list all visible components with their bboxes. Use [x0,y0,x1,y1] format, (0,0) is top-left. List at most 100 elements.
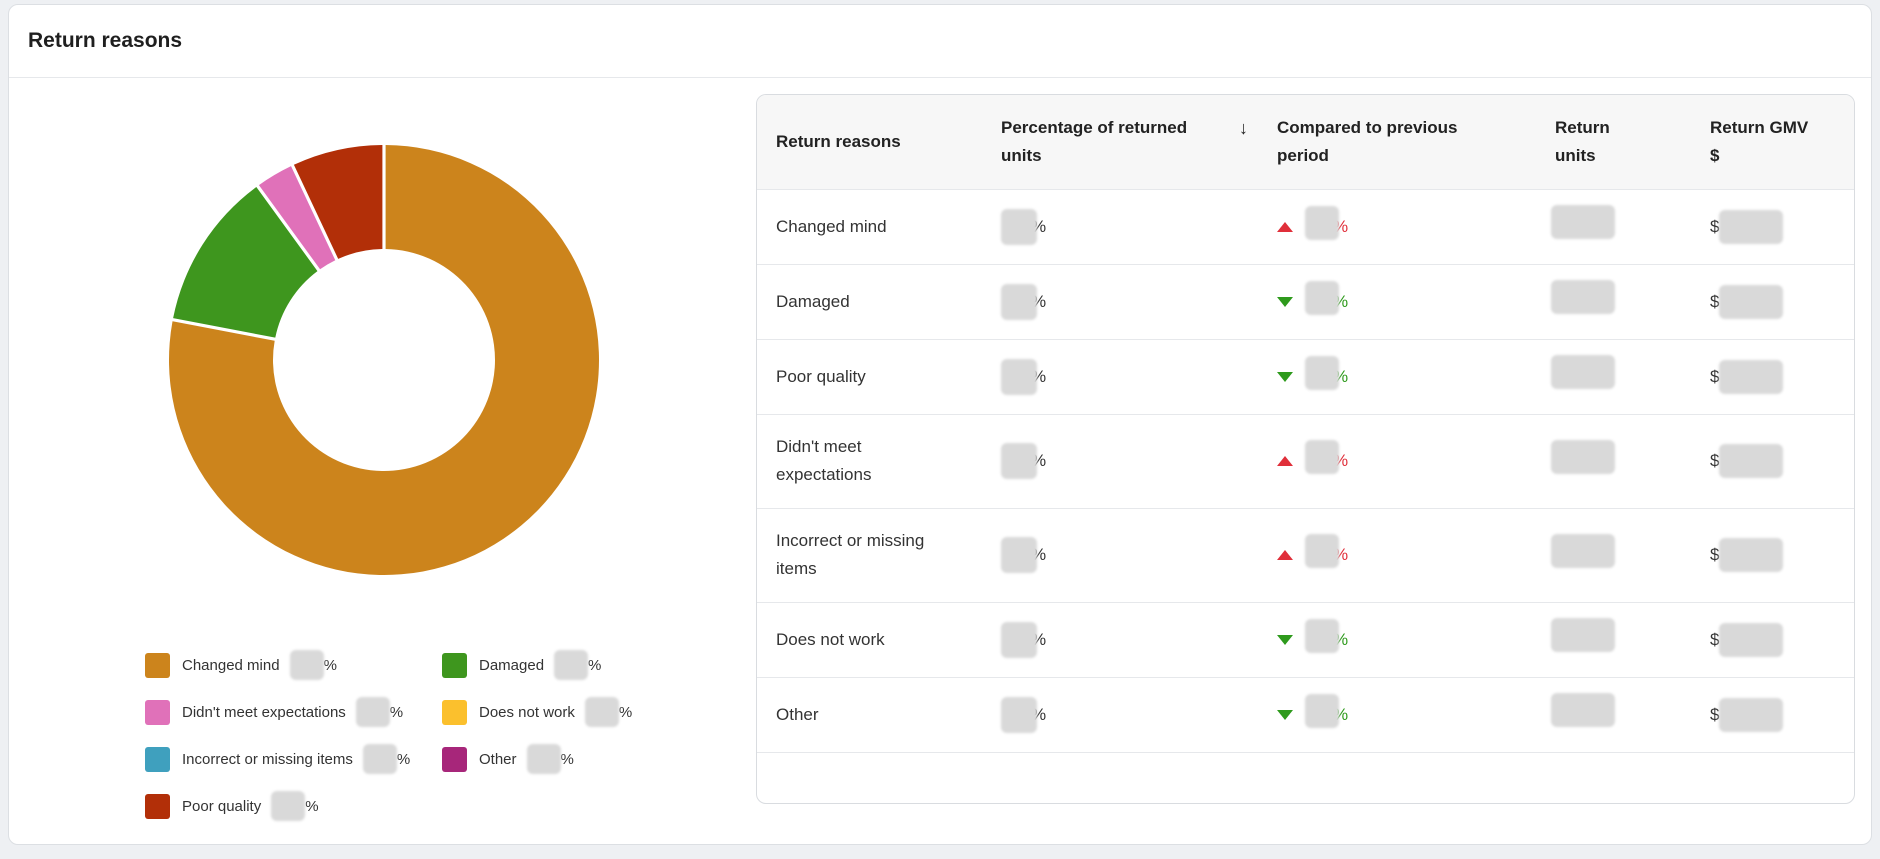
cell-return-gmv: $ [1691,507,1854,602]
redacted-value [1305,280,1339,315]
legend-item[interactable]: Poor quality% [145,791,319,821]
cell-reason: Does not work [757,601,982,677]
table-row: Didn't meet expectations%% $ [757,413,1854,508]
return-reasons-card: Return reasons Changed mind% Damaged% Didn… [8,4,1872,845]
slice-didnt-meet-expectations[interactable] [258,166,336,270]
redacted-value [1719,444,1784,478]
redacted-value [1305,355,1339,390]
cell-compared: % [1258,413,1536,508]
legend-value: % [554,650,601,680]
legend-swatch [145,699,170,725]
card-title: Return reasons [28,29,183,52]
redacted-value [1551,355,1615,389]
redacted-value [271,791,306,821]
cell-compared: % [1258,676,1536,752]
trend-down-icon [1277,709,1293,720]
redacted-value [362,744,397,774]
redacted-value [1305,205,1339,240]
cell-reason: Changed mind [757,188,982,264]
redacted-value [1719,359,1784,394]
table-row: Damaged%% $ [757,263,1854,339]
redacted-value [554,650,589,680]
cell-compared: % [1258,601,1536,677]
cell-reason: Incorrect or missing items [757,507,982,602]
slice-poor-quality[interactable] [293,145,383,259]
legend-label: Changed mind [182,656,280,674]
redacted-value [1001,208,1037,245]
redacted-value [289,650,324,680]
redacted-value [1001,621,1037,658]
redacted-value [1551,533,1615,568]
legend-item[interactable]: Does not work% [442,697,632,727]
cell-return-units [1536,188,1691,264]
redacted-value [584,697,619,727]
cell-return-units [1536,263,1691,339]
redacted-value [1719,697,1784,732]
legend-label: Didn't meet expectations [182,703,346,721]
redacted-value [1551,205,1615,239]
legend-label: Does not work [479,703,575,721]
cell-reason: Damaged [757,263,982,339]
legend-swatch [442,746,467,772]
trend-down-icon [1277,296,1293,307]
legend-value: % [289,650,337,680]
redacted-value [1551,618,1615,652]
legend-value: % [584,697,632,727]
legend-item[interactable]: Incorrect or missing items% [145,744,410,774]
trend-up-icon [1277,550,1293,560]
redacted-value [526,744,561,774]
table-row: Does not work%% $ [757,601,1854,677]
redacted-value [1551,693,1615,727]
cell-return-units [1536,338,1691,414]
legend-swatch [145,652,170,678]
legend-value: % [355,697,403,727]
card-header: Return reasons [9,5,1871,78]
legend-value: % [271,791,319,821]
redacted-value [1305,440,1339,474]
table-header-row: Return reasons ↓ Percentage of returned … [757,95,1854,189]
redacted-value [1001,358,1037,395]
header-compared: Compared to previous period [1277,117,1458,165]
cell-return-gmv: $ [1691,263,1854,339]
slice-damaged[interactable] [173,187,318,338]
legend-item[interactable]: Damaged% [442,650,601,680]
cell-return-units [1536,507,1691,602]
legend-swatch [145,746,170,772]
legend-label: Incorrect or missing items [182,750,353,768]
header-return-gmv: Return GMV $ [1710,117,1809,165]
cell-percentage: % [982,676,1258,752]
legend-swatch [145,793,170,819]
cell-percentage: % [982,507,1258,602]
legend-label: Poor quality [182,797,262,815]
legend-item[interactable]: Didn't meet expectations% [145,697,403,727]
header-percentage[interactable]: ↓ Percentage of returned units [982,95,1258,189]
table-row: Poor quality%% $ [757,338,1854,414]
redacted-value [355,697,390,727]
table-row: Changed mind%% $ [757,188,1854,264]
legend-swatch [442,699,467,725]
cell-percentage: % [982,188,1258,264]
redacted-value [1001,696,1037,733]
redacted-value [1305,618,1339,653]
cell-return-gmv: $ [1691,188,1854,264]
redacted-value [1551,280,1615,314]
cell-compared: % [1258,507,1536,602]
legend-value: % [362,744,410,774]
legend-item[interactable]: Changed mind% [145,650,337,680]
redacted-value [1551,439,1615,474]
legend-item[interactable]: Other% [442,744,574,774]
cell-reason: Poor quality [757,338,982,414]
legend-swatch [442,652,467,678]
redacted-value [1001,443,1037,479]
slice-changed-mind[interactable] [169,145,599,575]
trend-down-icon [1277,634,1293,645]
cell-return-gmv: $ [1691,413,1854,508]
redacted-value [1001,537,1037,573]
sort-down-icon[interactable]: ↓ [1239,117,1248,138]
cell-compared: % [1258,338,1536,414]
cell-percentage: % [982,413,1258,508]
cell-return-units [1536,676,1691,752]
cell-percentage: % [982,263,1258,339]
legend-label: Damaged [479,656,545,674]
cell-return-units [1536,601,1691,677]
